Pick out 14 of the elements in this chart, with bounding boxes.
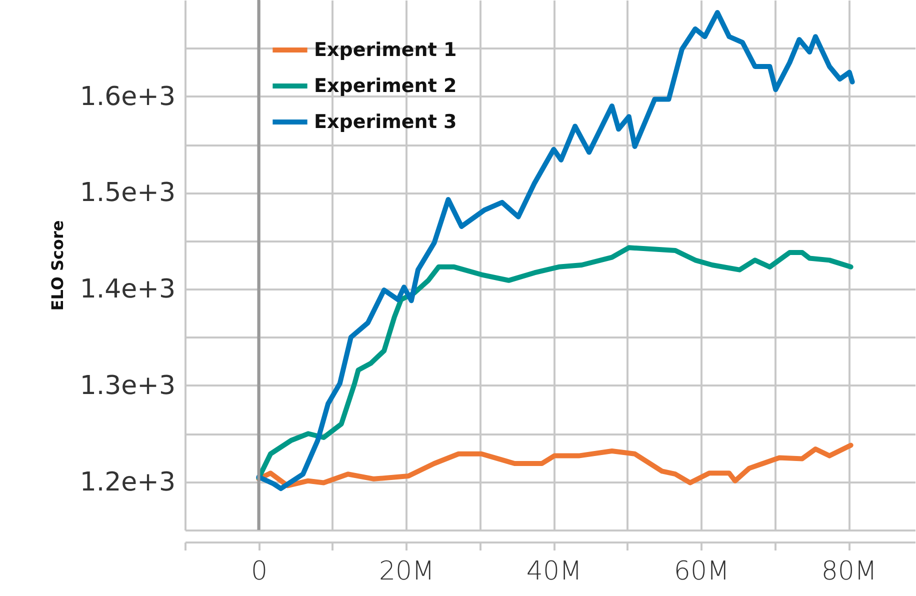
y-tick-label: 1.3e+3 [80, 370, 176, 401]
x-tick-label: 0 [250, 556, 268, 586]
x-tick-label: 60M [674, 556, 730, 586]
x-tick-label: 20M [378, 556, 434, 586]
y-tick-label: 1.6e+3 [80, 82, 176, 112]
legend-label: Experiment 1 [314, 39, 457, 61]
y-tick-label: 1.2e+3 [80, 467, 176, 498]
y-tick-label: 1.5e+3 [80, 178, 176, 208]
x-tick-label: 80M [821, 556, 877, 586]
legend-label: Experiment 2 [314, 75, 457, 97]
y-tick-label: 1.4e+3 [80, 274, 176, 305]
legend-label: Experiment 3 [314, 111, 457, 133]
x-tick-label: 40M [526, 556, 582, 586]
y-axis-title: ELO Score [48, 220, 67, 311]
